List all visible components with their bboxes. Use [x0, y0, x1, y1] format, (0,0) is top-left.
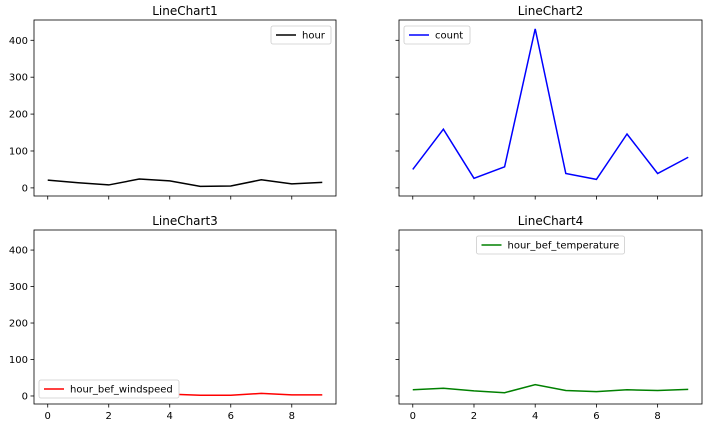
series-line-hour	[47, 178, 323, 188]
x-tick-label: 4	[532, 411, 538, 422]
x-tick-label: 0	[45, 411, 51, 422]
y-tick-label: 300	[9, 73, 28, 84]
x-tick-label: 6	[593, 411, 599, 422]
series-line-count	[412, 28, 689, 181]
chart-title: LineChart2	[518, 4, 584, 18]
series-line-hour_bef_temperature	[412, 383, 689, 394]
chart-title: LineChart3	[152, 214, 218, 228]
x-tick-label: 0	[410, 411, 416, 422]
legend: count	[403, 25, 471, 45]
axes-frame	[398, 229, 703, 405]
y-tick-label: 0	[22, 183, 28, 194]
y-tick-label: 300	[9, 282, 28, 293]
axes-frame	[33, 229, 337, 405]
x-tick-label: 2	[106, 411, 112, 422]
legend: hour	[270, 25, 332, 45]
legend-label: hour_bef_windspeed	[70, 385, 173, 396]
legend: hour_bef_temperature	[476, 235, 625, 255]
subplot-1: LineChart1 0 100 200 300 400 hour	[9, 4, 337, 200]
y-tick-label: 100	[9, 146, 28, 157]
y-tick-label: 200	[9, 319, 28, 330]
y-tick-label: 400	[9, 246, 28, 257]
chart-title: LineChart1	[152, 4, 218, 18]
legend-box	[38, 379, 180, 399]
subplot-2: LineChart2 count	[395, 4, 703, 200]
axes-frame	[33, 19, 337, 197]
legend-box	[476, 235, 625, 255]
legend-box	[270, 25, 332, 45]
subplot-3: LineChart3 0 100 200 300 400 0 2 4 6 8 hour_bef_win…	[9, 214, 337, 422]
x-tick-label: 4	[167, 411, 173, 422]
chart-title: LineChart4	[518, 214, 584, 228]
x-tick-label: 2	[471, 411, 477, 422]
y-tick-label: 400	[9, 36, 28, 47]
x-tick-label: 6	[228, 411, 234, 422]
y-tick-label: 100	[9, 355, 28, 366]
legend-label: count	[435, 31, 463, 42]
legend-label: hour_bef_temperature	[508, 241, 620, 252]
subplot-4: LineChart4 0 2 4 6 8 hour_bef_temperature	[395, 214, 703, 422]
y-tick-label: 200	[9, 110, 28, 121]
legend-label: hour	[302, 31, 326, 42]
x-tick-label: 8	[289, 411, 295, 422]
x-tick-label: 8	[654, 411, 660, 422]
legend: hour_bef_windspeed	[38, 379, 180, 399]
axes-frame	[398, 19, 703, 197]
y-tick-label: 0	[22, 391, 28, 402]
legend-box	[403, 25, 471, 45]
